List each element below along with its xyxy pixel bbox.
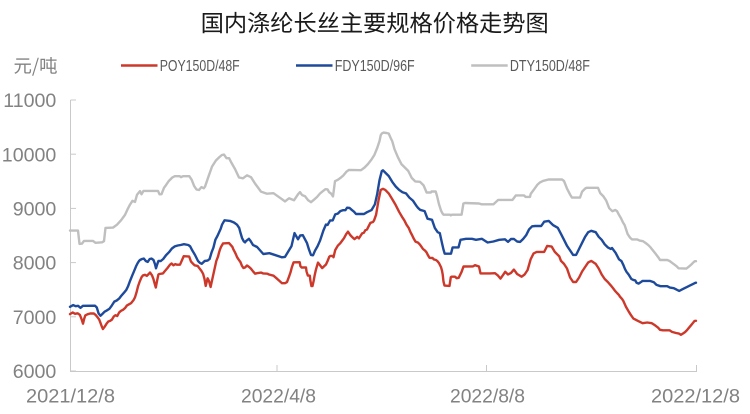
svg-text:2022/12/8: 2022/12/8 — [651, 386, 740, 408]
svg-text:7000: 7000 — [13, 307, 57, 329]
svg-text:DTY150D/48F: DTY150D/48F — [510, 58, 590, 75]
svg-text:2022/4/8: 2022/4/8 — [241, 386, 316, 408]
svg-text:10000: 10000 — [2, 144, 57, 166]
svg-text:8000: 8000 — [13, 253, 57, 275]
svg-text:9000: 9000 — [13, 199, 57, 221]
svg-text:POY150D/48F: POY150D/48F — [160, 58, 240, 75]
svg-text:FDY150D/96F: FDY150D/96F — [335, 58, 415, 75]
svg-text:2021/12/8: 2021/12/8 — [26, 386, 115, 408]
svg-text:11000: 11000 — [3, 90, 56, 112]
svg-text:6000: 6000 — [13, 361, 57, 383]
svg-text:2022/8/8: 2022/8/8 — [450, 386, 525, 408]
